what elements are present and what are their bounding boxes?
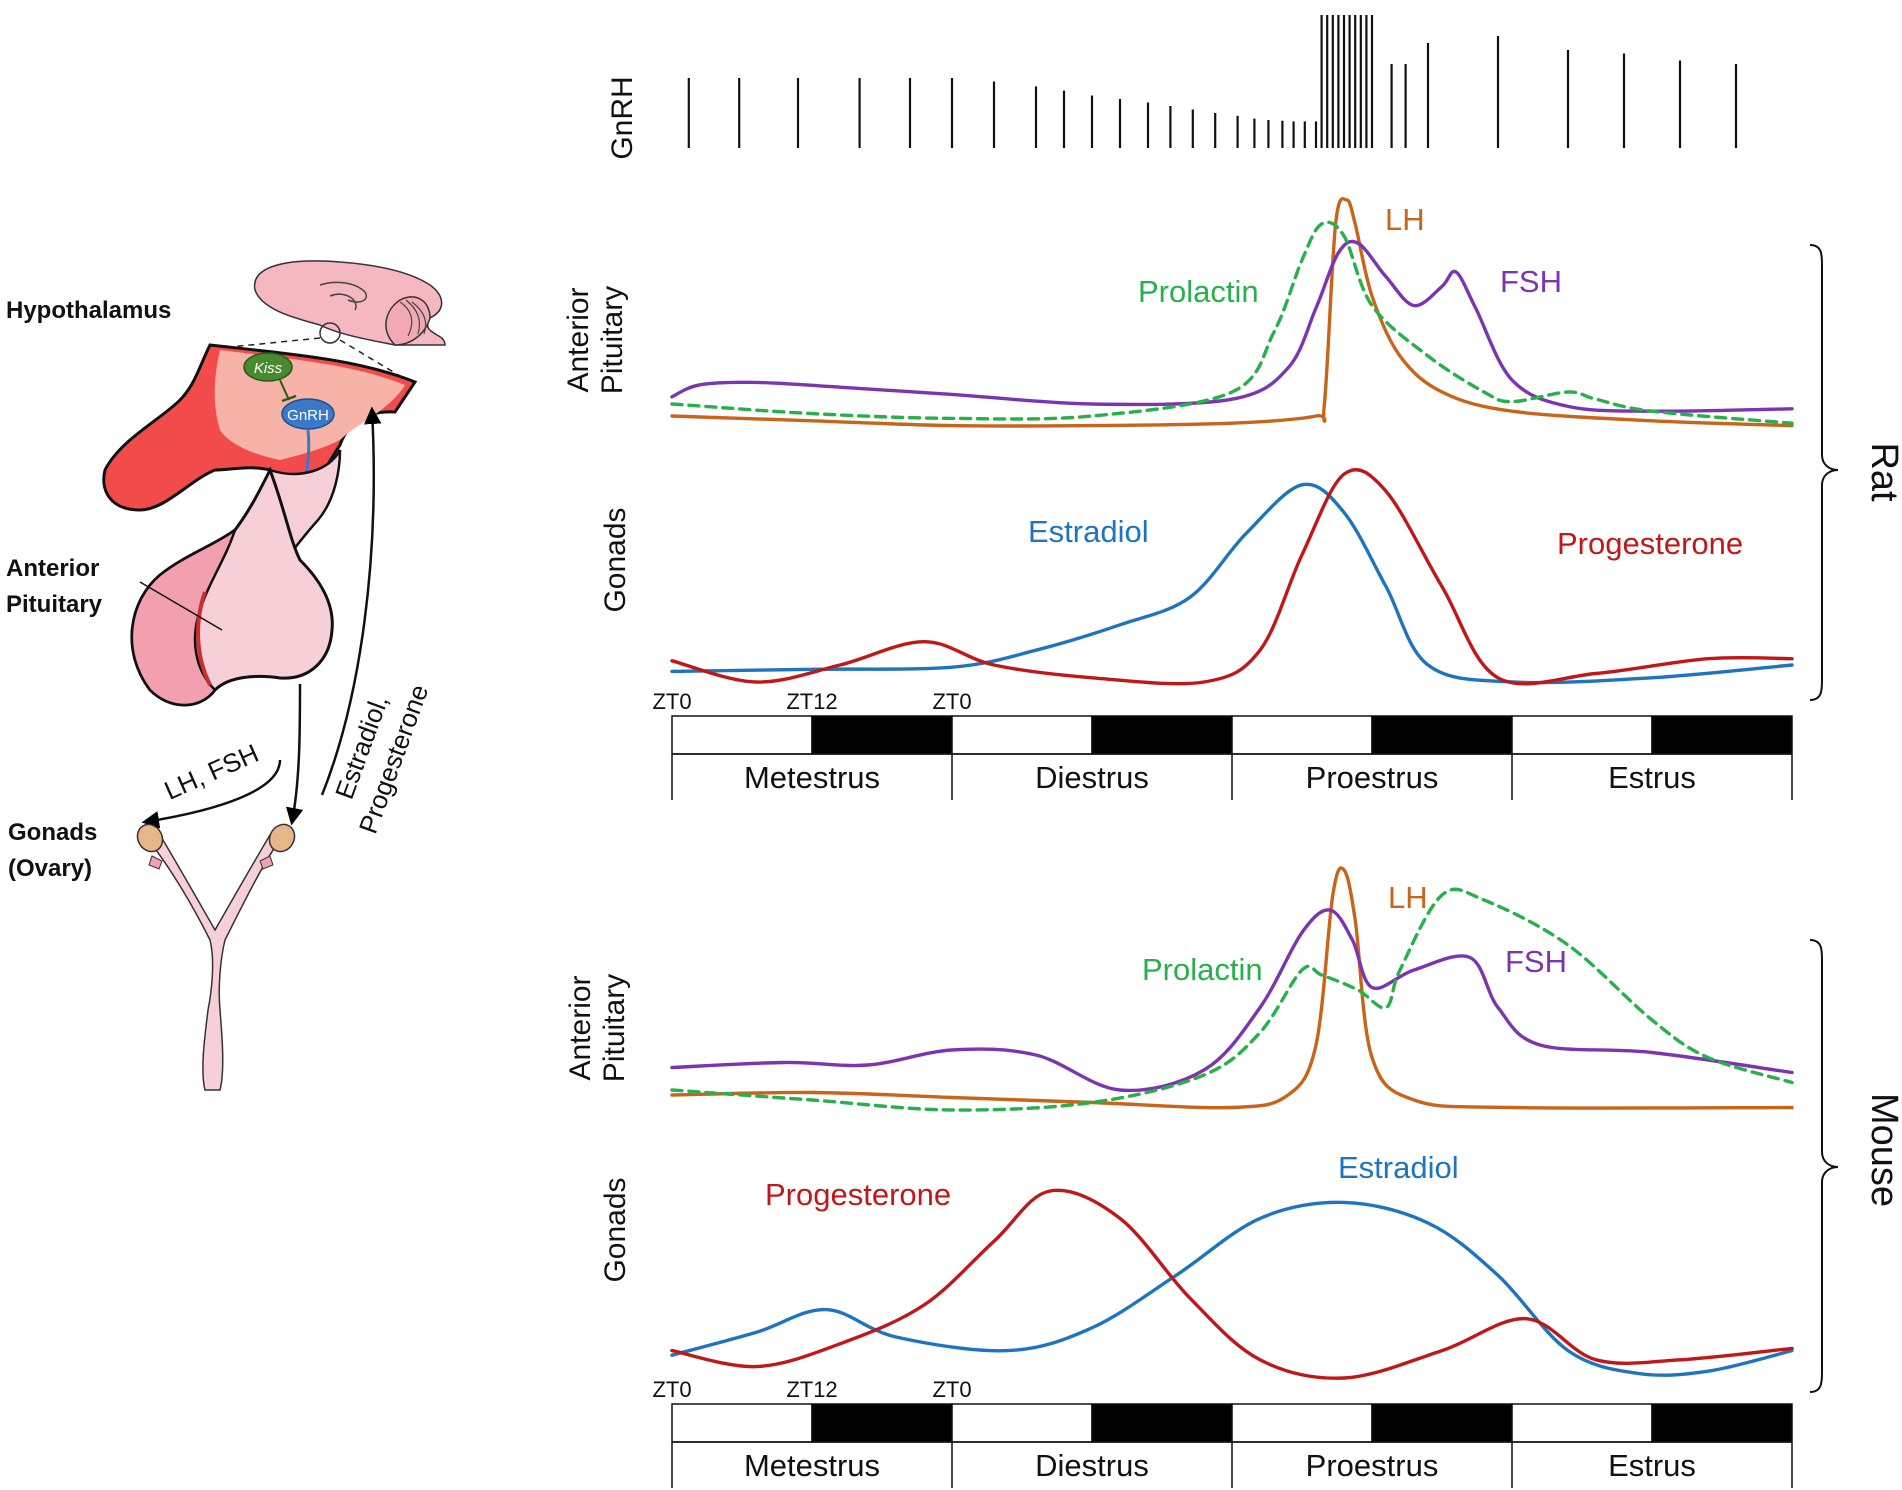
ovary-uterus-illustration (136, 823, 296, 1091)
mouse-pituitary-ylabel-line2: Pituitary (598, 974, 631, 1082)
rat-progesterone-curve (670, 468, 1794, 686)
mouse-estradiol-curve (670, 1200, 1794, 1377)
rat-gonads-ylabel: Gonads (599, 507, 632, 612)
rat-prolactin-label: Prolactin (1138, 274, 1259, 309)
mouse-estradiol-label: Estradiol (1338, 1150, 1459, 1185)
mouse-gonads-ylabel: Gonads (599, 1177, 632, 1282)
mouse-lh-label: LH (1388, 880, 1428, 915)
hypothalamus-label: Hypothalamus (6, 297, 171, 324)
mouse-light-period (951, 1403, 1093, 1443)
mouse-fsh-curve (670, 908, 1794, 1093)
mouse-phase-estrus: Estrus (1608, 1448, 1696, 1483)
gnrh-neuron (281, 398, 335, 430)
rat-estradiol-label: Estradiol (1028, 514, 1149, 549)
anatomy-illustration: Kiss GnRH LH, FSH Estradiol, Progesteron… (6, 260, 446, 1091)
mouse-dark-period (811, 1403, 953, 1443)
mouse-pituitary-lines (670, 866, 1794, 1112)
rat-panel: Anterior Pituitary Gonads LH FSH Prolact… (562, 196, 1902, 800)
mouse-lh-curve (670, 866, 1794, 1110)
rat-zt-tick-label: ZT0 (652, 689, 691, 714)
rat-fsh-label: FSH (1500, 264, 1562, 299)
lh-fsh-arrow-right (286, 683, 304, 826)
rat-light-period (1511, 715, 1653, 755)
rat-pituitary-lines (670, 196, 1794, 428)
rat-timeline: ZT0 ZT12 ZT0 Metestrus Diestrus Proestrus Estr… (652, 689, 1793, 800)
feedback-arrow (320, 406, 382, 796)
ovary-left (136, 823, 164, 853)
rat-estradiol-curve (670, 482, 1794, 685)
anterior-pituitary-label-line2: Pituitary (6, 591, 103, 618)
mouse-prolactin-label: Prolactin (1142, 952, 1263, 987)
zoom-line-left (219, 337, 321, 349)
rat-zt-tick-label: ZT12 (786, 689, 837, 714)
mouse-light-period (671, 1403, 813, 1443)
kiss-label: Kiss (254, 360, 283, 377)
mouse-zt-tick-label: ZT0 (932, 1377, 971, 1402)
rat-pituitary-ylabel-line2: Pituitary (596, 286, 629, 394)
rat-light-period (1231, 715, 1373, 755)
rat-species-label: Rat (1863, 442, 1902, 502)
mouse-progesterone-curve (670, 1188, 1794, 1380)
gonads-label-line2: (Ovary) (8, 855, 92, 882)
brain-illustration (253, 260, 446, 346)
gnrh-neuron-label: GnRH (287, 407, 329, 424)
mouse-species-label: Mouse (1863, 1093, 1902, 1207)
rat-prolactin-curve (670, 220, 1794, 425)
mouse-progesterone-label: Progesterone (765, 1177, 951, 1212)
rat-dark-period (1371, 715, 1513, 755)
rat-pituitary-ylabel-line1: Anterior (562, 287, 595, 392)
mouse-zt-tick-label: ZT0 (652, 1377, 691, 1402)
anterior-pituitary-label-line1: Anterior (6, 555, 99, 582)
rat-zt-tick-label: ZT0 (932, 689, 971, 714)
rat-dark-period (1651, 715, 1793, 755)
gnrh-row-label: GnRH (606, 76, 639, 159)
rat-phase-metestrus: Metestrus (744, 760, 880, 795)
mouse-gonads-lines (670, 1188, 1794, 1380)
mouse-light-period (1231, 1403, 1373, 1443)
rat-phase-proestrus: Proestrus (1306, 760, 1439, 795)
ovary-right (268, 823, 296, 853)
gonads-label-line1: Gonads (8, 819, 97, 846)
rat-dark-period (811, 715, 953, 755)
mouse-phase-metestrus: Metestrus (744, 1448, 880, 1483)
rat-fsh-curve (670, 239, 1794, 413)
rat-gonads-lines (670, 468, 1794, 686)
rat-bracket (1809, 244, 1839, 701)
mouse-dark-period (1651, 1403, 1793, 1443)
kiss-neuron (243, 352, 293, 382)
rat-phase-diestrus: Diestrus (1035, 760, 1149, 795)
rat-light-period (951, 715, 1093, 755)
rat-phase-estrus: Estrus (1608, 760, 1696, 795)
mouse-dark-period (1091, 1403, 1233, 1443)
mouse-light-period (1511, 1403, 1653, 1443)
rat-dark-period (1091, 715, 1233, 755)
rat-lh-label: LH (1385, 202, 1425, 237)
mouse-panel: Anterior Pituitary Gonads LH FSH Prolact… (564, 866, 1902, 1488)
gnrh-pulses (687, 15, 1738, 148)
pituitary-pointer-line (139, 581, 223, 631)
gnrh-pulse-chart: GnRH (606, 15, 1738, 160)
mouse-dark-period (1371, 1403, 1513, 1443)
hypothalamus-zoom-circle (319, 322, 341, 344)
mouse-bracket (1809, 939, 1839, 1393)
rat-light-period (671, 715, 813, 755)
mouse-timeline: ZT0 ZT12 ZT0 Metestrus Diestrus Proestrus Estr… (652, 1377, 1793, 1488)
mouse-phase-diestrus: Diestrus (1035, 1448, 1149, 1483)
lh-fsh-arrow-left (141, 759, 282, 829)
mouse-pituitary-ylabel-line1: Anterior (564, 975, 597, 1080)
mouse-fsh-label: FSH (1505, 944, 1567, 979)
mouse-prolactin-curve (670, 887, 1794, 1112)
rat-lh-curve (670, 196, 1794, 428)
mouse-phase-proestrus: Proestrus (1306, 1448, 1439, 1483)
mouse-zt-tick-label: ZT12 (786, 1377, 837, 1402)
rat-progesterone-label: Progesterone (1557, 526, 1743, 561)
